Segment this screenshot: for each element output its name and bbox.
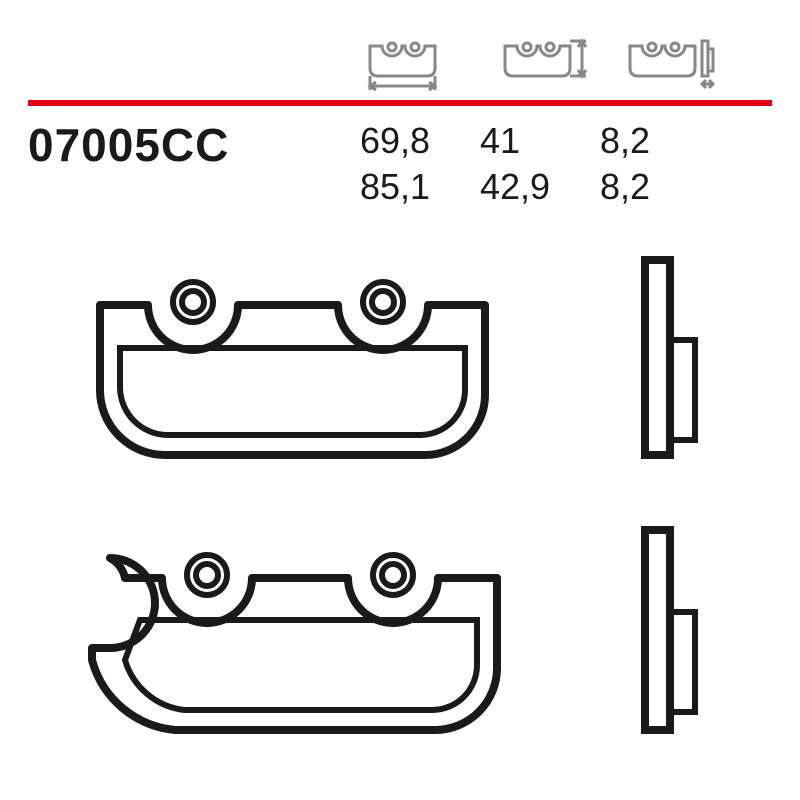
dim-height-2: 42,9 [480, 166, 600, 208]
brake-pad-diagram [40, 220, 760, 770]
header-dimension-icons [350, 28, 725, 93]
dim-width-2: 85,1 [360, 166, 480, 208]
width-dimension-icon [350, 28, 455, 93]
dimensions-table: 69,8 41 8,2 85,1 42,9 8,2 [360, 120, 700, 208]
lower-pad-outline [92, 558, 497, 730]
separator-line [28, 100, 772, 106]
upper-pad-side-profile [645, 260, 695, 455]
thickness-dimension-icon [620, 28, 725, 93]
lower-pad-friction-inset [125, 620, 477, 710]
lower-pad-side-profile [645, 530, 695, 730]
part-number: 07005CC [28, 118, 229, 172]
height-dimension-icon [485, 28, 590, 93]
dim-thickness-2: 8,2 [600, 166, 700, 208]
dim-width-1: 69,8 [360, 120, 480, 162]
upper-pad-friction-inset [120, 348, 465, 435]
dim-thickness-1: 8,2 [600, 120, 700, 162]
dim-height-1: 41 [480, 120, 600, 162]
